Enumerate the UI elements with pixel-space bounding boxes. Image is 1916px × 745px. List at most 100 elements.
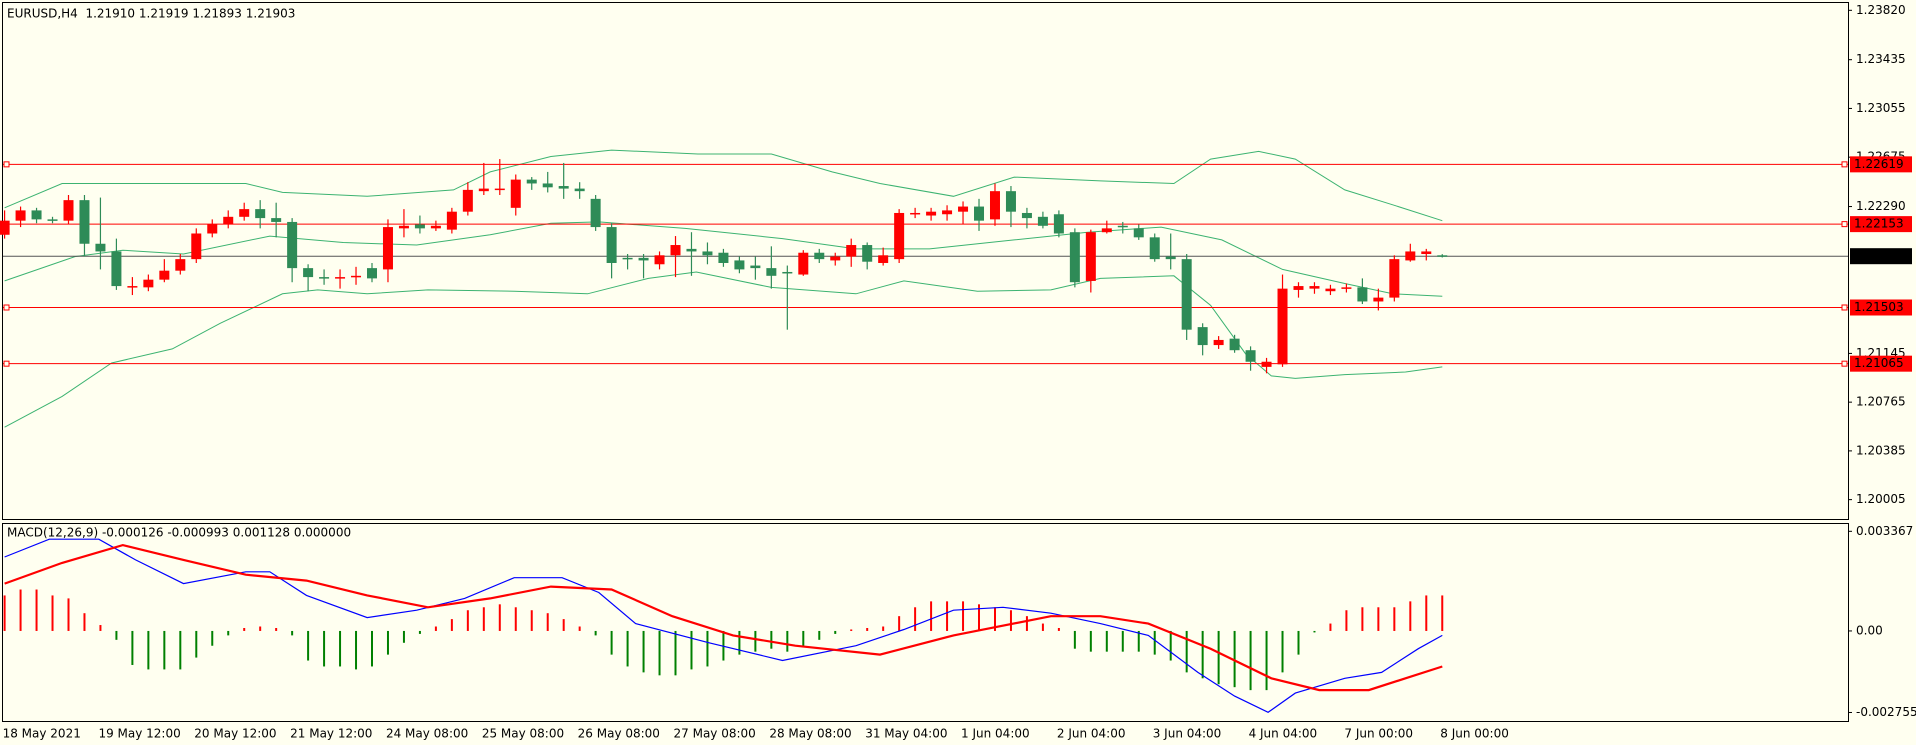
level-marker [3, 161, 10, 168]
candle-body [782, 271, 793, 274]
x-tick-label: 31 May 04:00 [865, 727, 947, 741]
candle-body [1181, 259, 1192, 330]
x-tick-label: 19 May 12:00 [98, 727, 180, 741]
candle-body [1261, 361, 1272, 367]
bid-label-box [1850, 248, 1912, 265]
x-tick-label: 24 May 08:00 [386, 727, 468, 741]
level-label: 1.22619 [1854, 157, 1904, 171]
candle-body [974, 206, 985, 221]
y-tick-label: 0.003367 [1856, 524, 1913, 538]
candle-body [686, 248, 697, 252]
candle-body [670, 245, 681, 256]
y-tick-label: 1.20005 [1856, 492, 1906, 506]
x-tick-label: 2 Jun 04:00 [1057, 727, 1126, 741]
x-tick-label: 20 May 12:00 [194, 727, 276, 741]
candle-body [1213, 339, 1224, 346]
candle-body [1005, 191, 1016, 212]
candle-body [910, 212, 921, 215]
candle-body [878, 255, 889, 263]
candle-body [367, 268, 377, 279]
candle-body [143, 279, 154, 288]
candle-body [1421, 251, 1432, 255]
candle-body [558, 186, 569, 189]
candle-body [95, 243, 106, 252]
candle-body [1197, 327, 1208, 346]
x-tick-label: 4 Jun 04:00 [1249, 727, 1318, 741]
symbol-info: EURUSD,H4 1.21910 1.21919 1.21893 1.2190… [7, 7, 295, 21]
candle-body [1437, 255, 1448, 257]
candle-body [191, 233, 202, 260]
candle-body [255, 209, 266, 219]
candle-body [638, 257, 649, 261]
y-tick-label: 1.20385 [1856, 443, 1906, 457]
level-label-box [1850, 355, 1912, 372]
macd-line [4, 538, 1443, 713]
candle-body [654, 255, 665, 265]
candle-body [63, 200, 74, 221]
level-label-box [1850, 299, 1912, 316]
level-marker [1841, 304, 1848, 311]
candle-body [414, 224, 425, 229]
candle-body [989, 191, 1000, 220]
level-marker [1841, 221, 1848, 228]
candle-body [1405, 251, 1416, 261]
candle-body [446, 211, 457, 230]
level-label: 1.21503 [1854, 300, 1904, 314]
y-tick-label: -0.002755 [1856, 705, 1916, 719]
candle-body [718, 252, 729, 263]
x-tick-label: 7 Jun 00:00 [1344, 727, 1413, 741]
candle-body [814, 252, 825, 260]
candle-body [1117, 225, 1128, 228]
level-marker [3, 304, 10, 311]
candle-body [750, 265, 761, 269]
candle-body [79, 200, 90, 244]
candle-body [1165, 256, 1176, 260]
candle-body [1021, 212, 1032, 219]
candle-body [1357, 287, 1368, 302]
candle-body [702, 251, 713, 256]
x-tick-label: 1 Jun 04:00 [961, 727, 1030, 741]
level-label: 1.21065 [1854, 356, 1904, 370]
candle-body [111, 251, 122, 287]
x-tick-label: 27 May 08:00 [674, 727, 756, 741]
candle-body [159, 270, 170, 280]
candle-body [430, 225, 441, 229]
candle-body [271, 218, 282, 222]
bollinger-band [4, 149, 1443, 222]
level-label-box [1850, 156, 1912, 173]
level-marker [1841, 360, 1848, 367]
candle-body [15, 210, 26, 221]
candle-body [351, 275, 362, 278]
candle-body [766, 268, 777, 276]
price-panel [2, 2, 1849, 520]
bollinger-band [4, 221, 1443, 297]
candle-body [526, 179, 537, 184]
candle-body [542, 183, 553, 188]
candle-body [846, 245, 857, 257]
level-label: 1.22153 [1854, 217, 1904, 231]
candle-body [1277, 288, 1288, 365]
y-tick-label: 1.23055 [1856, 101, 1906, 115]
candle-body [382, 227, 393, 270]
candle-body [510, 179, 521, 208]
level-label-box [1850, 216, 1912, 233]
level-marker [3, 360, 10, 367]
x-tick-label: 21 May 12:00 [290, 727, 372, 741]
candle-body [239, 209, 250, 217]
candle-body [1325, 288, 1336, 292]
candle-body [0, 220, 10, 235]
candle-body [175, 259, 186, 271]
y-tick-label: 1.22290 [1856, 199, 1906, 213]
x-tick-label: 18 May 2021 [3, 727, 81, 741]
candle-body [926, 211, 937, 216]
x-tick-label: 28 May 08:00 [769, 727, 851, 741]
candle-body [462, 189, 473, 212]
candle-body [942, 210, 953, 215]
level-marker [1841, 161, 1848, 168]
macd-line [4, 543, 1443, 692]
candle-body [335, 277, 346, 279]
candle-body [1101, 228, 1112, 233]
candle-body [1037, 216, 1048, 226]
